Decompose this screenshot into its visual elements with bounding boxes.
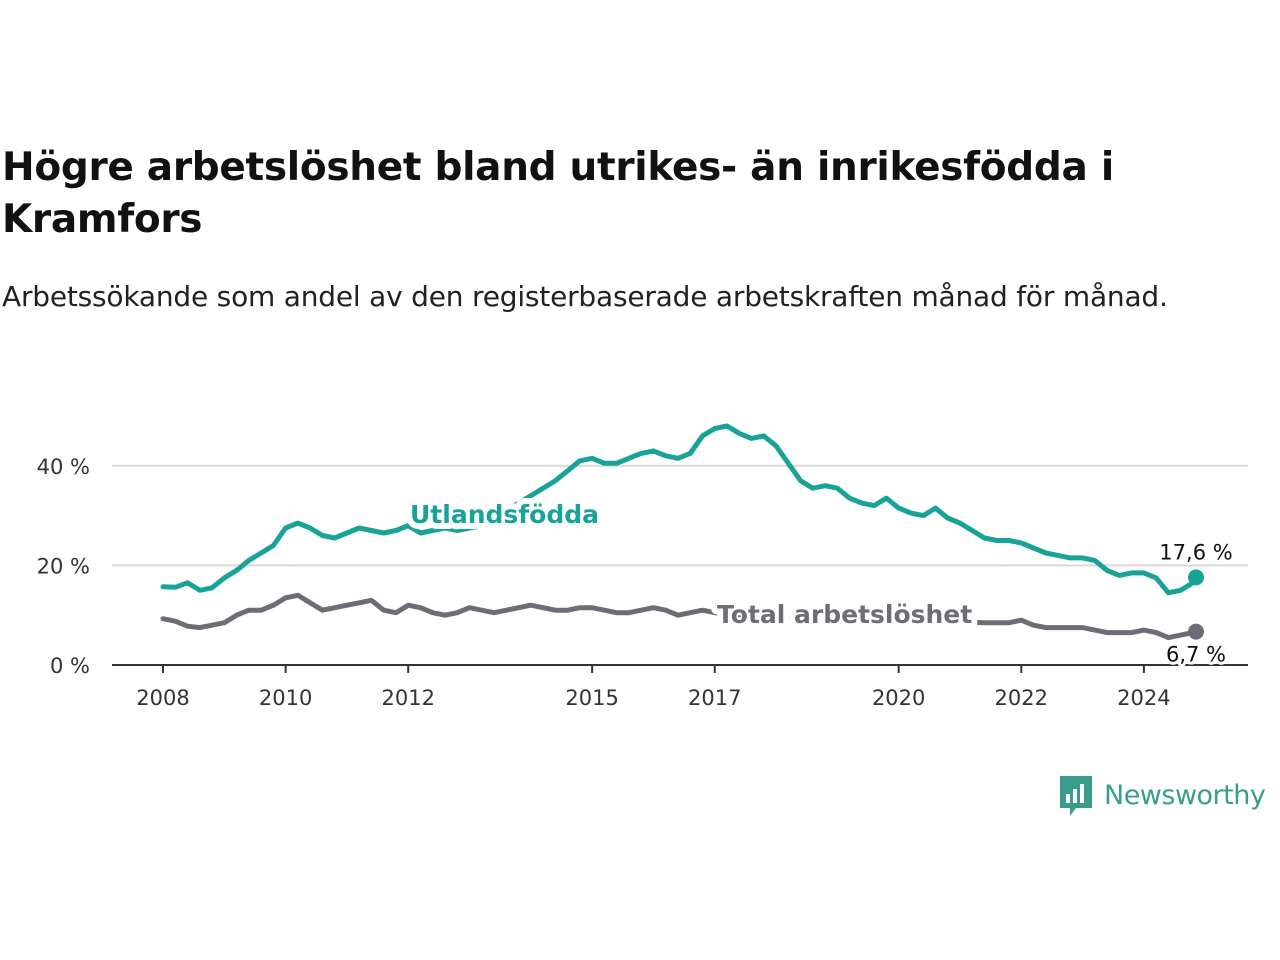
brand-name: Newsworthy [1104, 779, 1266, 811]
x-tick-label: 2022 [995, 686, 1048, 710]
x-axis: 2008 2010 2012 2015 2017 2020 2022 2024 [112, 664, 1248, 710]
series-lines [160, 423, 1204, 641]
series-label-utlandsfodda: Utlandsfödda [410, 500, 599, 529]
series-labels: Utlandsfödda Total arbetslöshet 17,6 % 6,7 … [404, 494, 1236, 670]
brand-logo: Newsworthy [1058, 772, 1266, 818]
newsworthy-logo-icon [1060, 776, 1092, 816]
series-endpoint-1 [1188, 623, 1204, 640]
y-tick-label: 40 % [37, 455, 90, 479]
x-tick-label: 2008 [136, 686, 189, 710]
grid-lines: 0 % 20 % 40 % [37, 455, 1248, 678]
chart-subtitle: Arbetssökande som andel av den registerb… [2, 280, 1168, 313]
chart-title: Högre arbetslöshet bland utrikes- än inr… [2, 145, 1114, 242]
series-line-1 [160, 592, 1199, 641]
x-tick-label: 2020 [872, 686, 925, 710]
series-label-total: Total arbetslöshet [717, 600, 972, 629]
y-tick-label: 20 % [37, 554, 90, 578]
series-line-0 [160, 423, 1199, 596]
x-tick-label: 2017 [688, 686, 741, 710]
end-value-label-utlandsfodda: 17,6 % [1159, 540, 1232, 564]
x-tick-label: 2012 [381, 686, 434, 710]
y-tick-label: 0 % [50, 654, 90, 678]
x-tick-label: 2010 [259, 686, 312, 710]
end-value-label-total: 6,7 % [1166, 643, 1226, 667]
x-tick-label: 2024 [1117, 686, 1170, 710]
x-tick-label: 2015 [565, 686, 618, 710]
series-endpoint-0 [1188, 569, 1204, 586]
